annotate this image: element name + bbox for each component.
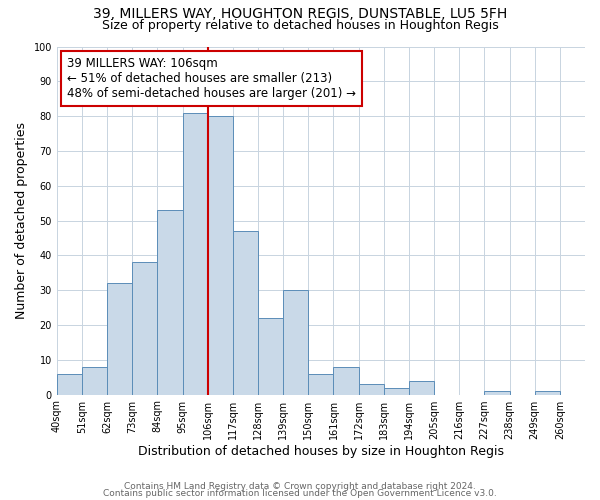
Bar (258, 318, 283, 394)
Bar (233, 231, 258, 394)
Bar (82, 366, 107, 394)
Bar (132, 262, 157, 394)
Bar (283, 290, 308, 395)
Bar (359, 384, 384, 394)
Bar (484, 391, 509, 394)
Text: Contains public sector information licensed under the Open Government Licence v3: Contains public sector information licen… (103, 490, 497, 498)
Bar (308, 374, 334, 394)
X-axis label: Distribution of detached houses by size in Houghton Regis: Distribution of detached houses by size … (138, 444, 504, 458)
Bar (157, 210, 182, 394)
Text: Size of property relative to detached houses in Houghton Regis: Size of property relative to detached ho… (101, 19, 499, 32)
Y-axis label: Number of detached properties: Number of detached properties (15, 122, 28, 319)
Bar (384, 388, 409, 394)
Bar (182, 112, 208, 394)
Text: 39 MILLERS WAY: 106sqm
← 51% of detached houses are smaller (213)
48% of semi-de: 39 MILLERS WAY: 106sqm ← 51% of detached… (67, 57, 356, 100)
Bar (334, 366, 359, 394)
Text: Contains HM Land Registry data © Crown copyright and database right 2024.: Contains HM Land Registry data © Crown c… (124, 482, 476, 491)
Bar (57, 374, 82, 394)
Bar (535, 391, 560, 394)
Bar (409, 380, 434, 394)
Bar (107, 283, 132, 395)
Text: 39, MILLERS WAY, HOUGHTON REGIS, DUNSTABLE, LU5 5FH: 39, MILLERS WAY, HOUGHTON REGIS, DUNSTAB… (93, 8, 507, 22)
Bar (208, 116, 233, 394)
